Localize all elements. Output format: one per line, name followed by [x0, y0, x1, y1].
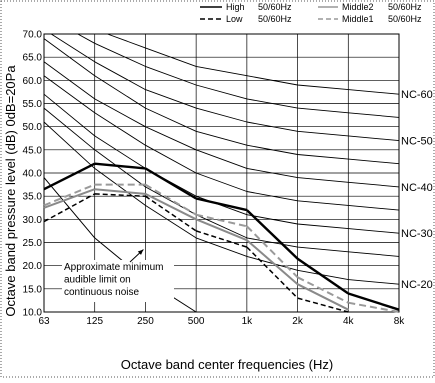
series-lines — [43, 162, 400, 313]
legend-suffix-low: 50/60Hz — [258, 14, 292, 24]
series-line-low — [43, 193, 349, 313]
plot-border — [43, 33, 400, 313]
y-tick-label: 25.0 — [23, 238, 43, 249]
y-tick-label: 45.0 — [23, 145, 43, 156]
annotation-line-0: Approximate minimum — [64, 262, 163, 273]
legend-label-middle2: Middle2 — [342, 2, 374, 12]
x-tick-label: 250 — [137, 316, 154, 327]
x-axis-label: Octave band center frequencies (Hz) — [121, 357, 333, 372]
y-tick-label: 40.0 — [23, 169, 43, 180]
x-tick-label: 1k — [242, 316, 254, 327]
x-tick-label: 2k — [292, 316, 304, 327]
grid — [43, 33, 400, 313]
x-tick-label: 63 — [38, 316, 50, 327]
annotation-line-1: audible limit on — [64, 275, 131, 286]
tick-labels: 10.0 15.0 20.0 25.0 30.0 35.0 40.0 45.0 50.0 55.0… — [23, 30, 406, 328]
y-tick-label: 10.0 — [23, 308, 43, 319]
y-tick-label: 50.0 — [23, 122, 43, 133]
legend-suffix-middle2: 50/60Hz — [388, 2, 422, 12]
y-tick-label: 15.0 — [23, 284, 43, 295]
legend-suffix-high: 50/60Hz — [258, 2, 292, 12]
y-tick-label: 35.0 — [23, 192, 43, 203]
nc-label-nc-50: NC-50 — [401, 136, 433, 148]
legend: High 50/60Hz Low 50/60Hz Middle2 50/60Hz Middl… — [200, 2, 422, 24]
nc-curve-5 — [43, 75, 400, 211]
legend-label-low: Low — [226, 14, 243, 24]
y-axis-label: Octave band pressure level (dB) 0dB=20Pa — [3, 65, 18, 317]
series-line-middle2 — [43, 188, 349, 311]
x-tick-label: 125 — [86, 316, 103, 327]
nc-curve-1 — [77, 33, 400, 118]
nc-curve-3 — [43, 38, 400, 165]
y-tick-label: 70.0 — [23, 30, 43, 41]
x-tick-label: 4k — [343, 316, 355, 327]
nc-curves: NC-60 NC-50 NC-40 NC-30 NC-20 — [43, 33, 433, 291]
nc-label-nc-30: NC-30 — [401, 228, 433, 240]
nc-label-nc-40: NC-40 — [401, 182, 433, 194]
legend-label-middle1: Middle1 — [342, 14, 374, 24]
annotation-line-2: continuous noise — [64, 287, 139, 298]
y-tick-label: 55.0 — [23, 99, 43, 110]
annotation-background — [62, 260, 174, 302]
nc-curve-7 — [43, 107, 400, 257]
y-tick-label: 60.0 — [23, 76, 43, 87]
nc-label-nc-20: NC-20 — [401, 279, 433, 291]
nc-curve-0 — [107, 33, 400, 95]
legend-label-high: High — [226, 2, 245, 12]
legend-suffix-middle1: 50/60Hz — [388, 14, 422, 24]
x-tick-label: 500 — [188, 316, 205, 327]
annotation: Approximate minimum audible limit onconti… — [62, 249, 174, 302]
annotation-arrow-head — [137, 249, 144, 255]
nc-curve-4 — [43, 61, 400, 188]
series-line-middle1 — [43, 183, 400, 313]
y-tick-label: 20.0 — [23, 261, 43, 272]
y-tick-label: 65.0 — [23, 53, 43, 64]
series-line-high — [43, 162, 400, 311]
nc-curve-2 — [50, 33, 400, 142]
x-tick-label: 8k — [394, 316, 406, 327]
nc-label-nc-60: NC-60 — [401, 89, 433, 101]
y-tick-label: 30.0 — [23, 215, 43, 226]
